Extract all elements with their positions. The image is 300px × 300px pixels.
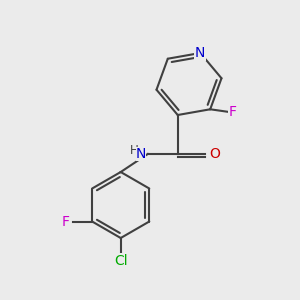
Text: N: N <box>195 46 206 60</box>
Text: H: H <box>130 144 139 157</box>
Text: F: F <box>61 214 70 229</box>
Text: F: F <box>229 105 237 119</box>
Text: N: N <box>136 147 146 161</box>
Text: Cl: Cl <box>114 254 128 268</box>
Text: O: O <box>209 147 220 161</box>
